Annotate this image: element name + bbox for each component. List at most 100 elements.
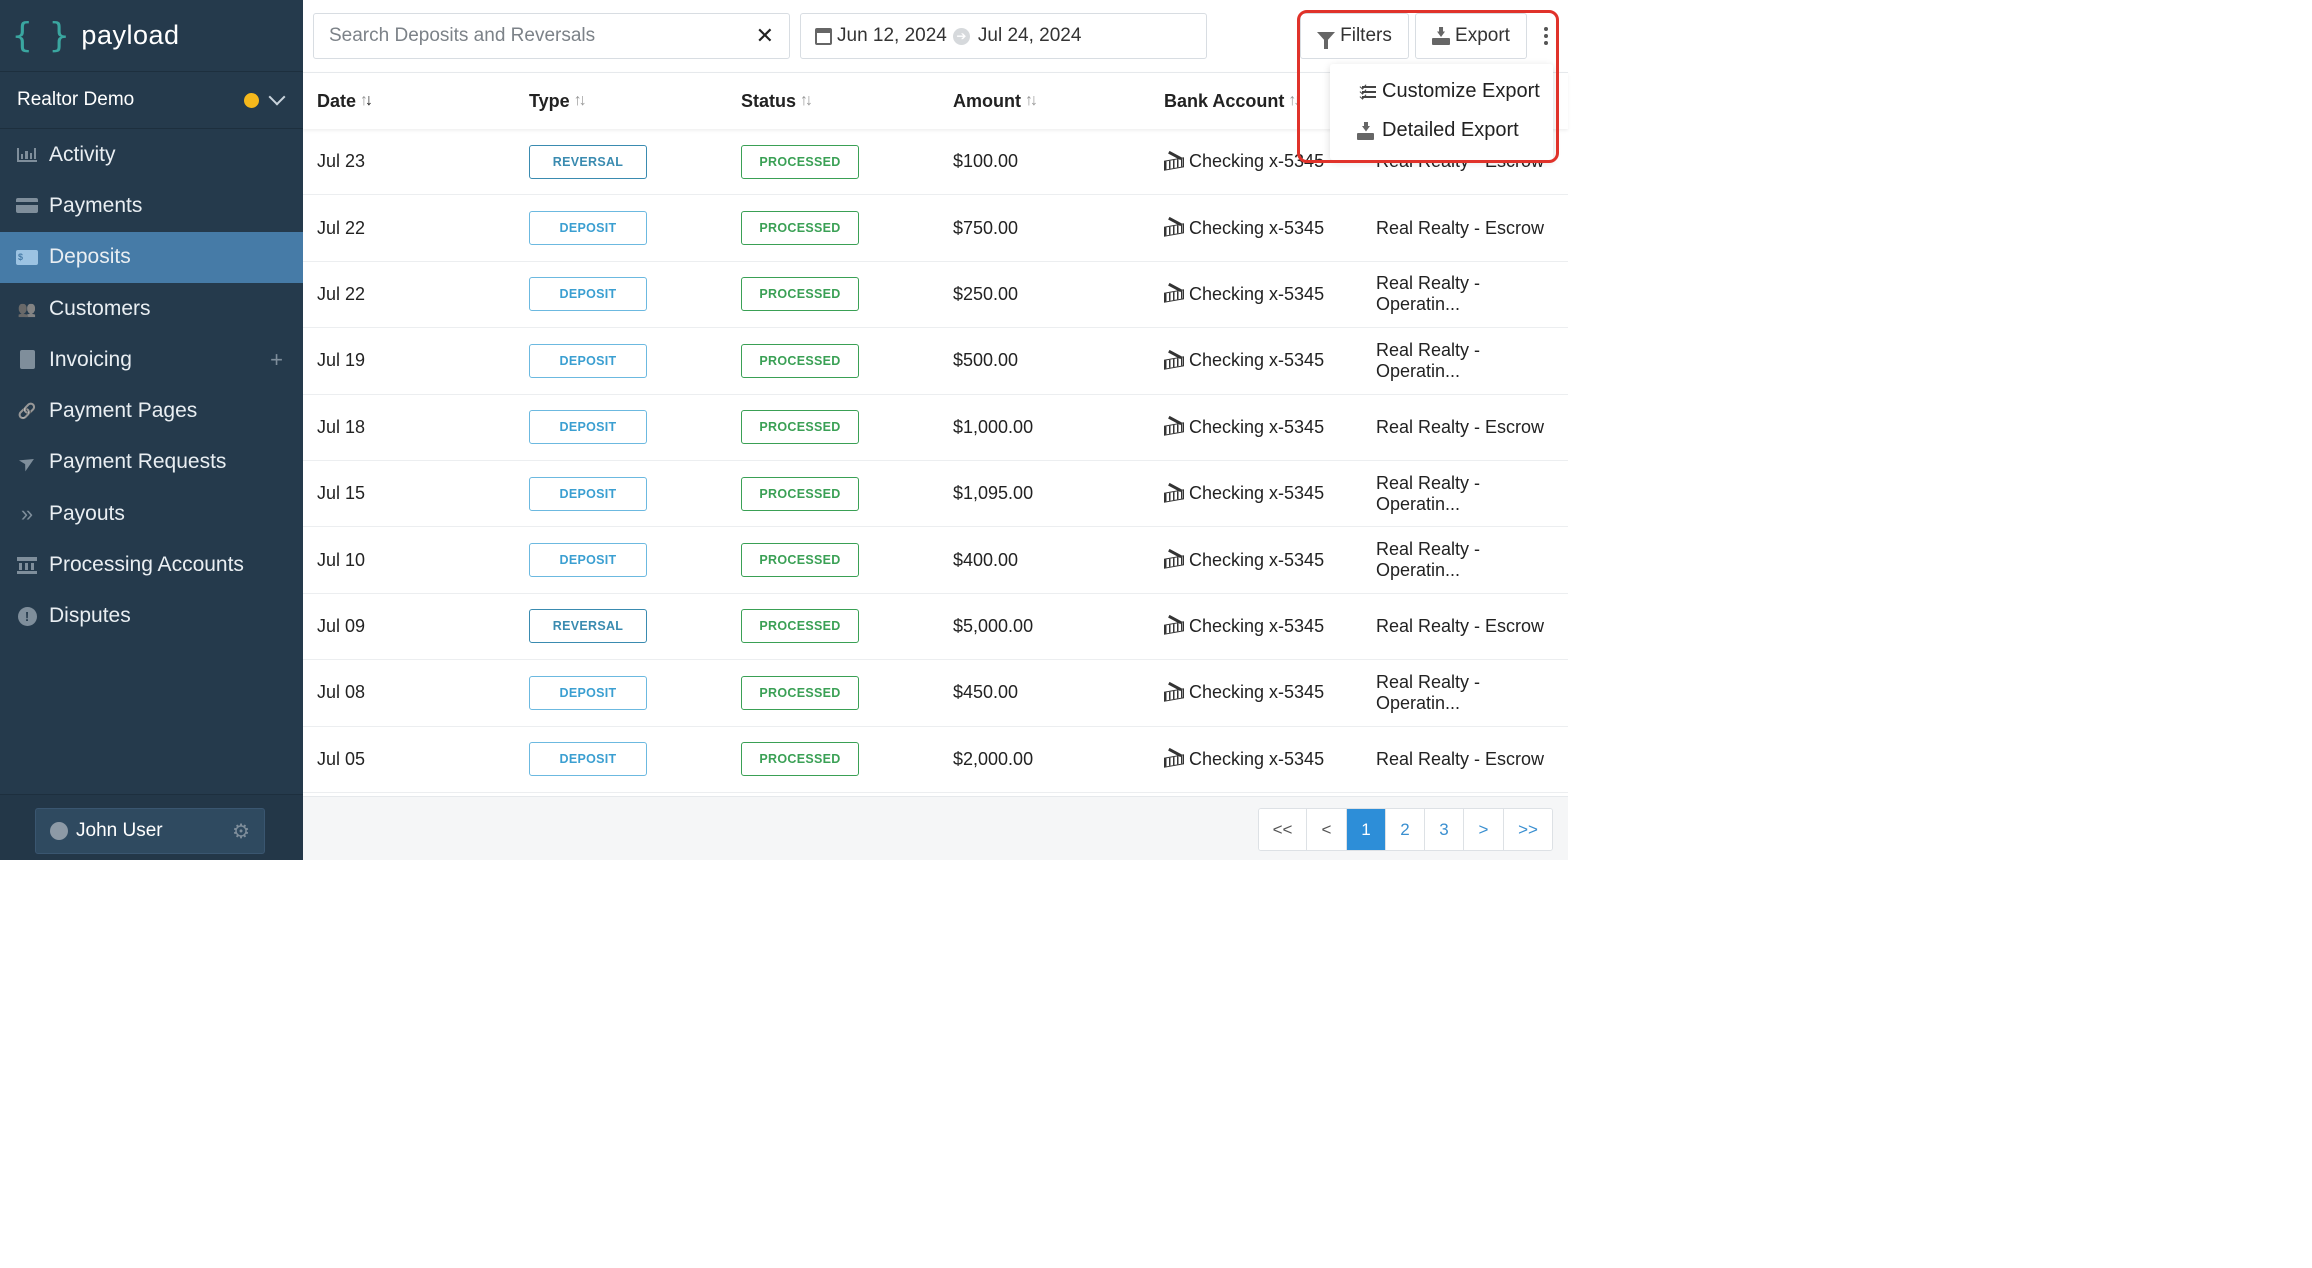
more-options-button[interactable] xyxy=(1531,13,1561,59)
export-dropdown-menu: Customize Export Detailed Export xyxy=(1330,64,1553,160)
row-date: Jul 15 xyxy=(317,483,366,504)
table-row[interactable]: Jul 05 DEPOSIT PROCESSED $2,000.00 Checking … xyxy=(303,727,1568,793)
check-icon xyxy=(1164,353,1184,369)
row-date: Jul 10 xyxy=(317,549,366,570)
row-bank-account: Checking x-5345 xyxy=(1164,616,1324,637)
column-header-date[interactable]: Date ↑↓ xyxy=(317,90,373,112)
sidebar-item-payments[interactable]: Payments xyxy=(0,180,303,231)
column-header-label: Date xyxy=(317,90,357,111)
type-badge: DEPOSIT xyxy=(529,343,647,378)
table-row[interactable]: Jul 22 DEPOSIT PROCESSED $750.00 Checking x-… xyxy=(303,195,1568,262)
double-chevron-icon: » xyxy=(20,500,34,526)
clear-search-icon[interactable]: ✕ xyxy=(755,23,774,48)
filters-button[interactable]: Filters xyxy=(1300,13,1409,59)
type-badge: REVERSAL xyxy=(529,609,647,644)
export-button[interactable]: Export xyxy=(1415,13,1527,59)
sort-icon[interactable]: ↑↓ xyxy=(1288,92,1301,109)
bank-account-label: Checking x-5345 xyxy=(1189,682,1325,703)
checklist-icon xyxy=(1357,85,1379,98)
prev-page-button[interactable]: < xyxy=(1307,809,1347,850)
logo[interactable]: { } payload xyxy=(0,0,303,72)
status-badge: PROCESSED xyxy=(741,742,859,777)
sidebar-item-activity[interactable]: Activity xyxy=(0,129,303,180)
row-processing-account: Real Realty - Escrow xyxy=(1376,748,1545,769)
column-header-status[interactable]: Status ↑↓ xyxy=(741,91,813,112)
search-input[interactable] xyxy=(329,25,756,47)
sort-icon[interactable]: ↑↓ xyxy=(573,92,587,109)
page-button-2[interactable]: 2 xyxy=(1386,809,1425,850)
org-name: Realtor Demo xyxy=(17,89,135,110)
row-amount: $400.00 xyxy=(953,549,1019,570)
link-icon: 🔗 xyxy=(17,403,37,421)
add-invoice-icon[interactable]: + xyxy=(270,346,283,372)
sidebar-item-payouts[interactable]: » Payouts xyxy=(0,488,303,539)
next-page-button[interactable]: > xyxy=(1464,809,1504,850)
row-date: Jul 19 xyxy=(317,350,366,371)
chevron-down-icon xyxy=(268,88,286,106)
status-badge: PROCESSED xyxy=(741,144,859,179)
download-icon xyxy=(1432,27,1451,45)
table-row[interactable]: Jul 10 DEPOSIT PROCESSED $400.00 Checking x-… xyxy=(303,527,1568,594)
type-badge: DEPOSIT xyxy=(529,675,647,710)
sidebar-item-customers[interactable]: 👥 Customers xyxy=(0,283,303,334)
last-page-button[interactable]: >> xyxy=(1504,809,1552,850)
sidebar-item-label: Deposits xyxy=(49,245,131,269)
table-row[interactable]: Jul 15 DEPOSIT PROCESSED $1,095.00 Checking … xyxy=(303,461,1568,528)
check-icon xyxy=(1164,286,1184,302)
logo-text: payload xyxy=(81,20,180,50)
first-page-button[interactable]: << xyxy=(1259,809,1307,850)
table-row[interactable]: Jul 19 DEPOSIT PROCESSED $500.00 Checking x-… xyxy=(303,328,1568,395)
status-badge: PROCESSED xyxy=(741,211,859,246)
sidebar-item-payment-pages[interactable]: 🔗 Payment Pages xyxy=(0,385,303,436)
table-row[interactable]: Jul 22 DEPOSIT PROCESSED $250.00 Checking x-… xyxy=(303,262,1568,329)
sidebar-item-disputes[interactable]: ! Disputes xyxy=(0,591,303,642)
row-bank-account: Checking x-5345 xyxy=(1164,350,1324,371)
column-header-amount[interactable]: Amount ↑↓ xyxy=(953,90,1038,112)
sidebar-item-deposits[interactable]: $ Deposits xyxy=(0,231,303,283)
column-header-type[interactable]: Type ↑↓ xyxy=(529,91,587,112)
sidebar-item-payment-requests[interactable]: ➤ Payment Requests xyxy=(0,437,303,488)
check-icon xyxy=(1164,618,1184,634)
table-row[interactable]: Jul 08 DEPOSIT PROCESSED $450.00 Checking x-… xyxy=(303,660,1568,727)
type-badge: DEPOSIT xyxy=(529,410,647,445)
sort-icon[interactable]: ↑↓ xyxy=(360,92,373,109)
calendar-icon xyxy=(815,27,832,45)
column-header-bank-account[interactable]: Bank Account ↑↓ xyxy=(1164,91,1301,112)
page-button-3[interactable]: 3 xyxy=(1425,809,1464,850)
status-badge: PROCESSED xyxy=(741,675,859,710)
export-label: Export xyxy=(1455,25,1510,46)
sidebar-item-invoicing[interactable]: Invoicing + xyxy=(0,334,303,385)
table-row[interactable]: Jul 09 REVERSAL PROCESSED $5,000.00 Checking… xyxy=(303,594,1568,661)
org-status-dot-icon xyxy=(244,92,259,108)
sidebar-item-processing-accounts[interactable]: Processing Accounts xyxy=(0,539,303,590)
download-icon xyxy=(1357,122,1379,140)
row-amount: $500.00 xyxy=(953,350,1019,371)
exclamation-circle-icon: ! xyxy=(16,606,38,626)
row-processing-account: Real Realty - Operatin... xyxy=(1376,539,1481,581)
row-processing-account: Real Realty - Escrow xyxy=(1376,217,1545,238)
bank-account-label: Checking x-5345 xyxy=(1189,416,1325,437)
date-range-picker[interactable]: Jun 12, 2024 ➔ Jul 24, 2024 xyxy=(800,13,1207,59)
status-badge: PROCESSED xyxy=(741,277,859,312)
org-switcher[interactable]: Realtor Demo xyxy=(0,72,303,129)
row-amount: $450.00 xyxy=(953,682,1019,703)
column-header-label: Amount xyxy=(953,90,1021,111)
bank-account-label: Checking x-5345 xyxy=(1189,549,1325,570)
row-date: Jul 18 xyxy=(317,416,366,437)
sort-icon[interactable]: ↑↓ xyxy=(800,92,813,109)
table-row[interactable]: Jul 18 DEPOSIT PROCESSED $1,000.00 Checking … xyxy=(303,395,1568,461)
filter-icon xyxy=(1317,32,1336,49)
user-menu[interactable]: John User ⚙ xyxy=(35,808,265,854)
page-button-1[interactable]: 1 xyxy=(1347,809,1386,850)
gear-icon[interactable]: ⚙ xyxy=(232,820,250,843)
bank-account-label: Checking x-5345 xyxy=(1189,350,1325,371)
sort-icon[interactable]: ↑↓ xyxy=(1024,92,1038,109)
detailed-export-menu-item[interactable]: Detailed Export xyxy=(1330,111,1553,150)
check-icon xyxy=(1164,751,1184,767)
row-date: Jul 08 xyxy=(317,682,366,703)
detailed-export-label: Detailed Export xyxy=(1382,119,1519,141)
arrow-right-icon: ➔ xyxy=(952,27,970,45)
search-box: ✕ xyxy=(313,13,790,59)
customize-export-menu-item[interactable]: Customize Export xyxy=(1330,72,1553,111)
type-badge: DEPOSIT xyxy=(529,543,647,578)
